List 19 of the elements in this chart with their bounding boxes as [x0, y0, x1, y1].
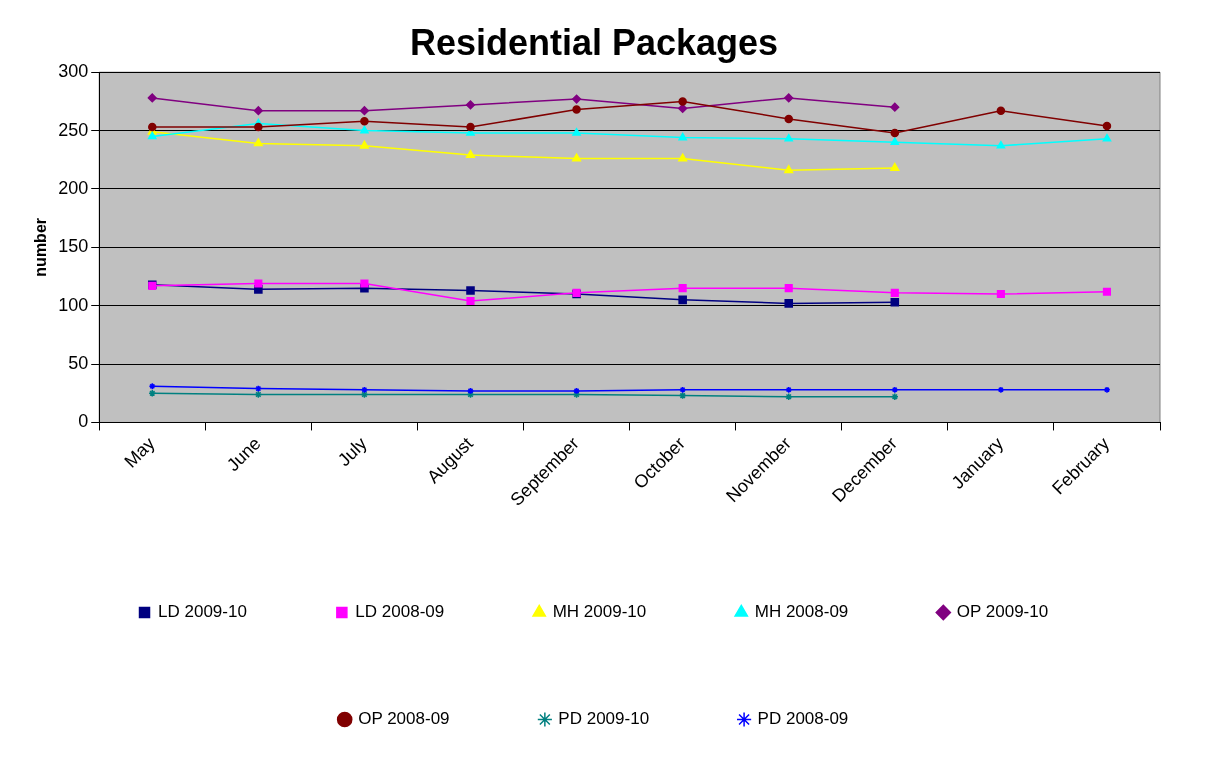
legend-label: LD 2009-10	[158, 602, 247, 622]
x-tick-label: May	[120, 433, 159, 472]
y-tick-label: 100	[58, 294, 89, 315]
y-tick-label: 150	[58, 236, 89, 257]
legend-label: OP 2008-09	[358, 709, 450, 729]
y-tick-label: 200	[58, 177, 89, 198]
legend-label: LD 2008-09	[355, 602, 445, 622]
legend-label: PD 2009-10	[558, 709, 650, 729]
y-tick-label: 300	[58, 61, 89, 82]
legend-label: MH 2009-10	[552, 602, 647, 622]
chart-title: Residential Packages	[409, 21, 779, 63]
y-tick-label: 0	[78, 411, 89, 432]
y-tick-label: 250	[58, 119, 89, 140]
legend-label: MH 2008-09	[754, 602, 849, 622]
legend-label: OP 2009-10	[956, 602, 1049, 622]
x-tick-label: July	[333, 433, 371, 471]
legend-label: PD 2008-09	[757, 709, 849, 729]
y-tick-label: 50	[68, 353, 89, 374]
y-axis-title: number	[32, 218, 50, 277]
